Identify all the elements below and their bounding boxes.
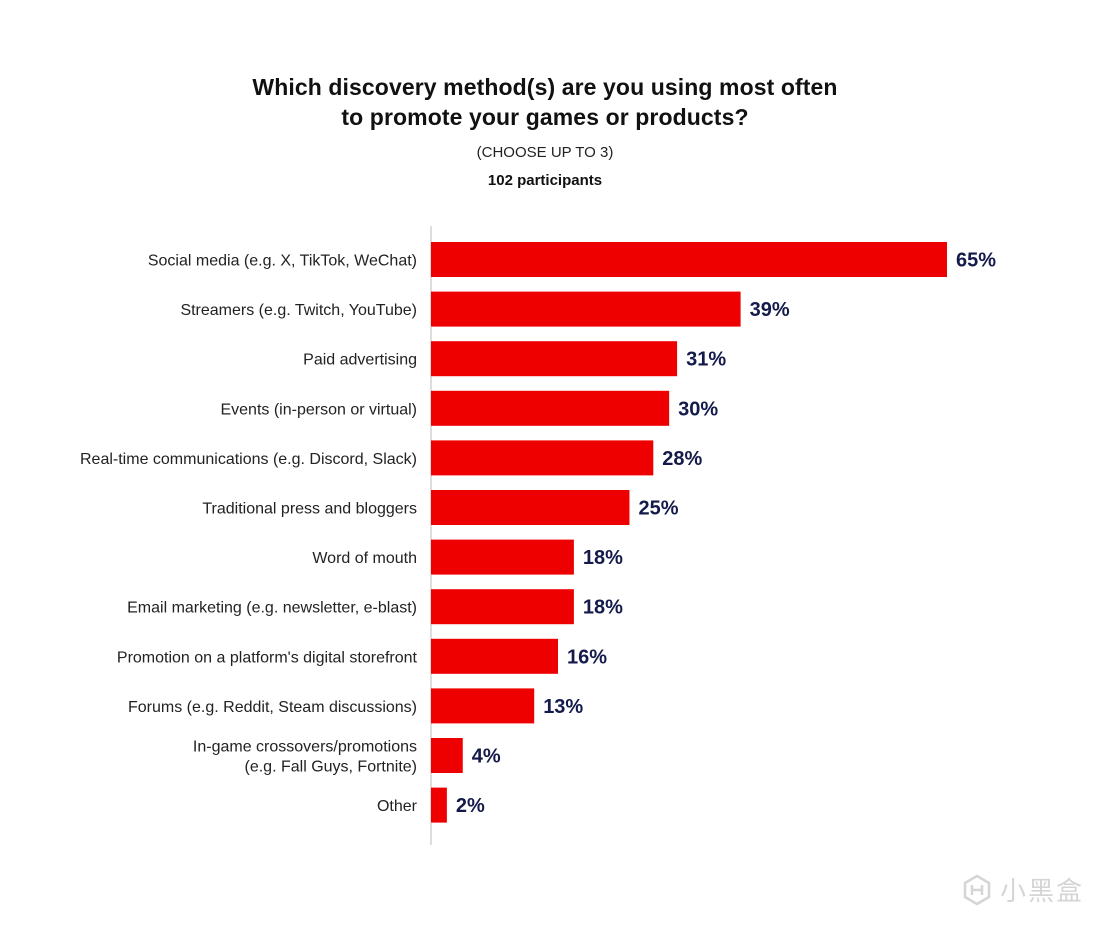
category-label: Streamers (e.g. Twitch, YouTube) [180, 302, 417, 319]
bar [431, 440, 654, 476]
bar [431, 787, 447, 823]
bar [431, 490, 630, 525]
category-label: Other [377, 798, 418, 815]
bar [431, 242, 947, 277]
category-label: Promotion on a platform's digital storef… [117, 649, 418, 666]
value-label: 13% [543, 696, 583, 718]
bar [431, 390, 670, 426]
bar [431, 589, 574, 625]
value-label: 2% [456, 795, 485, 817]
participant-count: 102 participants [487, 172, 603, 189]
category-label: Email marketing (e.g. newsletter, e-blas… [127, 600, 417, 617]
value-label: 39% [750, 299, 790, 321]
category-label: Social media (e.g. X, TikTok, WeChat) [148, 253, 417, 270]
category-label: Events (in-person or virtual) [220, 401, 417, 418]
value-label: 31% [686, 349, 726, 371]
category-label: Real-time communications (e.g. Discord, … [80, 451, 417, 468]
value-label: 28% [662, 448, 702, 470]
value-label: 30% [678, 398, 718, 420]
bar [431, 341, 678, 377]
bar [431, 539, 574, 575]
bar [431, 291, 741, 327]
bar [431, 738, 463, 773]
value-label: 18% [583, 547, 623, 569]
watermark-text: 小黑盒 [999, 877, 1084, 907]
chart-title: Which discovery method(s) are you using … [252, 74, 838, 130]
watermark: 小黑盒 [960, 871, 1084, 908]
category-label: In-game crossovers/promotions (e.g. Fall … [193, 739, 417, 776]
chart-subtitle: (CHOOSE UP TO 3) [476, 144, 614, 161]
value-label: 65% [956, 250, 996, 272]
value-label: 4% [472, 746, 501, 768]
category-label: Paid advertising [303, 352, 417, 369]
heybox-logo-icon [963, 874, 991, 905]
value-label: 16% [567, 646, 607, 668]
value-label: 25% [638, 498, 678, 520]
bar [431, 688, 535, 724]
bar [431, 638, 559, 674]
value-label: 18% [583, 597, 623, 619]
category-label: Word of mouth [312, 550, 417, 567]
category-label: Traditional press and bloggers [202, 501, 417, 518]
category-label: Forums (e.g. Reddit, Steam discussions) [128, 699, 417, 716]
